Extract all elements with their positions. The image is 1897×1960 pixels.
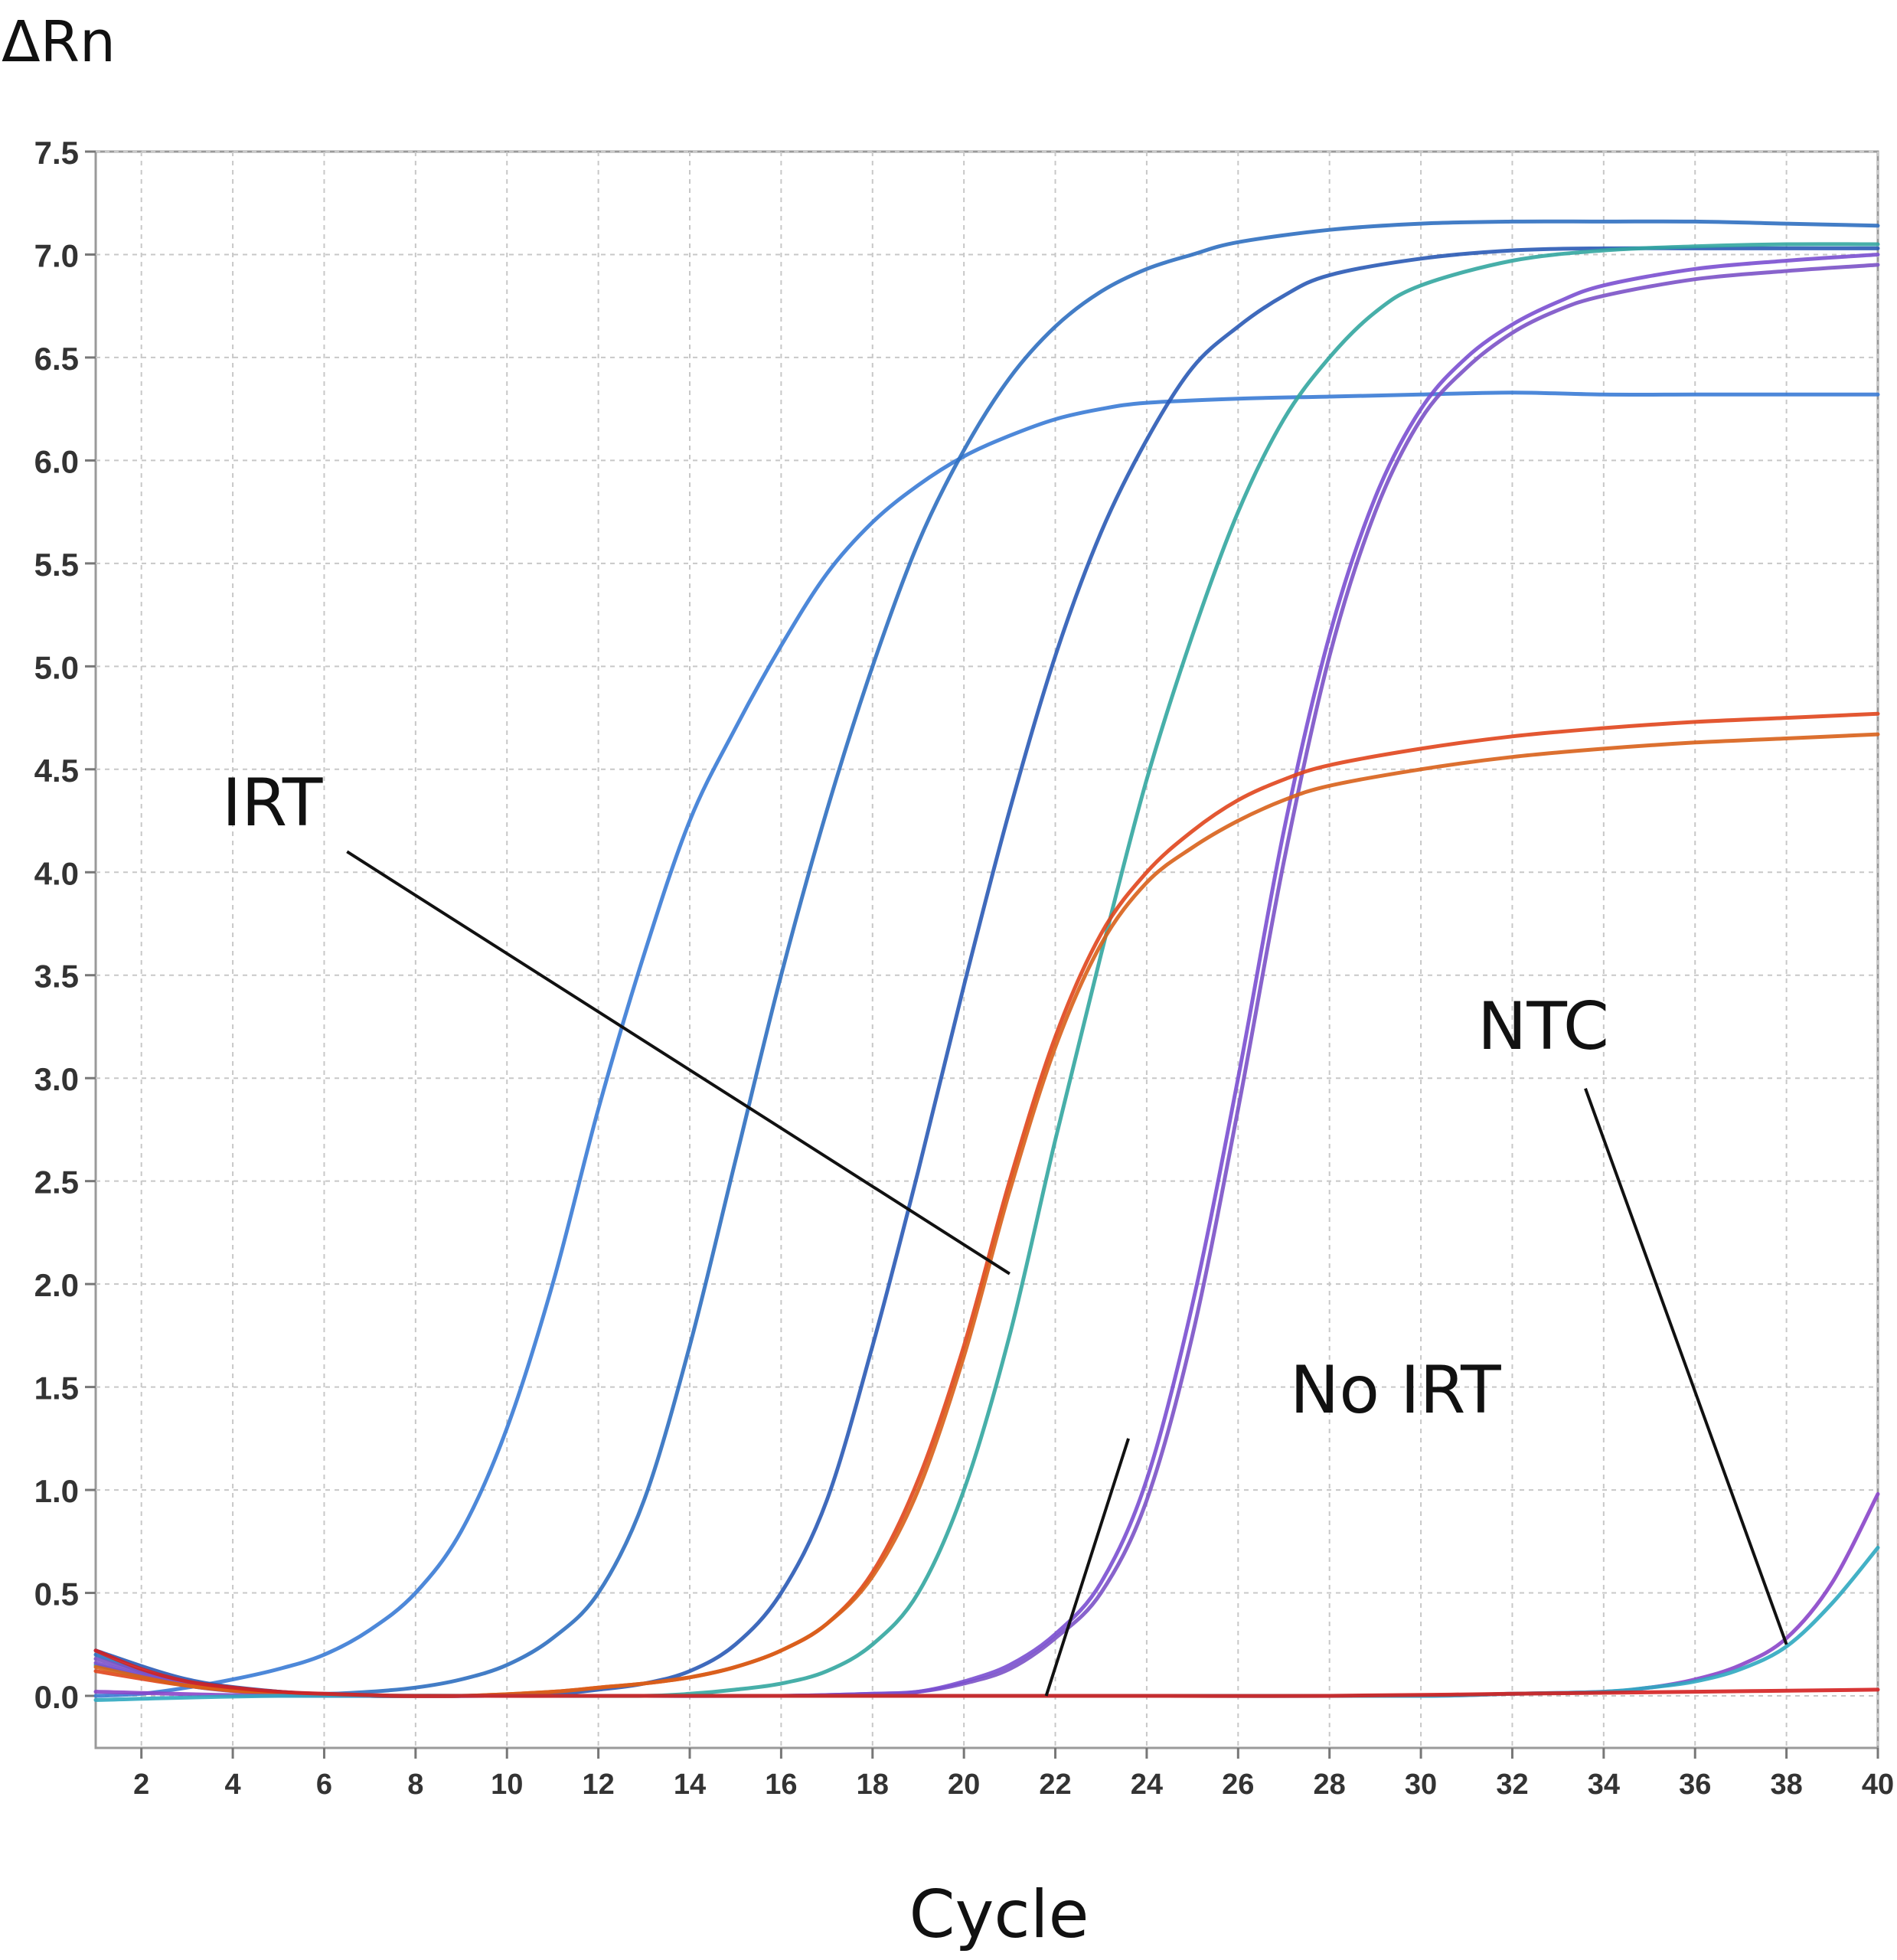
y-tick-label: 2.5 bbox=[34, 1165, 79, 1200]
series-line bbox=[93, 390, 1880, 1698]
y-tick-label: 7.0 bbox=[34, 237, 79, 273]
annotation-label: IRT bbox=[222, 765, 323, 841]
annotation-leader bbox=[1584, 1087, 1788, 1645]
annotation-leader bbox=[346, 850, 1011, 1276]
y-axis-label: ΔRn bbox=[2, 9, 116, 75]
series-line bbox=[93, 219, 1880, 1696]
x-axis-label: Cycle bbox=[909, 1877, 1089, 1953]
y-tick-label: 0.0 bbox=[34, 1679, 79, 1715]
y-tick-label: 3.0 bbox=[34, 1061, 79, 1097]
annotation-label: No IRT bbox=[1290, 1352, 1501, 1429]
x-tick-label: 16 bbox=[765, 1769, 797, 1801]
x-tick-label: 38 bbox=[1770, 1769, 1802, 1801]
y-tick-label: 4.5 bbox=[34, 753, 79, 789]
y-tick-label: 3.5 bbox=[34, 959, 79, 995]
x-tick-label: 22 bbox=[1039, 1769, 1071, 1801]
x-tick-label: 2 bbox=[133, 1769, 149, 1801]
x-tick-label: 12 bbox=[582, 1769, 614, 1801]
y-tick-label: 5.0 bbox=[34, 649, 79, 685]
y-tick-label: 5.5 bbox=[34, 547, 79, 583]
x-tick-label: 30 bbox=[1405, 1769, 1437, 1801]
x-tick-label: 20 bbox=[948, 1769, 980, 1801]
annotation-leader bbox=[1044, 1438, 1130, 1697]
y-tick-label: 0.5 bbox=[34, 1576, 79, 1612]
x-tick-label: 28 bbox=[1314, 1769, 1346, 1801]
series-line bbox=[93, 1648, 1880, 1698]
x-tick-label: 26 bbox=[1222, 1769, 1254, 1801]
x-tick-label: 4 bbox=[225, 1769, 241, 1801]
x-tick-label: 40 bbox=[1862, 1769, 1894, 1801]
annotation-label: NTC bbox=[1477, 988, 1609, 1065]
x-tick-label: 18 bbox=[857, 1769, 889, 1801]
y-tick-label: 4.0 bbox=[34, 855, 79, 891]
annotations: IRT No IRT NTC bbox=[222, 765, 1788, 1697]
y-tick-label: 6.5 bbox=[34, 341, 79, 377]
series-group bbox=[93, 219, 1880, 1702]
x-tick-label: 32 bbox=[1496, 1769, 1528, 1801]
x-tick-label: 10 bbox=[491, 1769, 523, 1801]
x-axis-ticks: 2 4 6 8 10 12 14 16 18 20 22 24 26 28 30 32 34 36 38 40 bbox=[133, 1748, 1894, 1801]
y-axis-ticks: 7.5 7.0 6.5 6.0 5.5 5.0 4.5 4.0 3.5 3.0 2.5 2.0 1.5 1… bbox=[34, 135, 96, 1715]
y-tick-label: 7.5 bbox=[34, 135, 79, 171]
y-tick-label: 1.0 bbox=[34, 1473, 79, 1509]
y-tick-label: 6.0 bbox=[34, 443, 79, 479]
y-tick-label: 1.5 bbox=[34, 1370, 79, 1406]
x-tick-label: 36 bbox=[1679, 1769, 1711, 1801]
y-tick-label: 2.0 bbox=[34, 1267, 79, 1303]
plot-area bbox=[94, 150, 1879, 1749]
x-tick-label: 14 bbox=[674, 1769, 706, 1801]
x-tick-label: 34 bbox=[1588, 1769, 1620, 1801]
x-tick-label: 24 bbox=[1131, 1769, 1163, 1801]
x-tick-label: 8 bbox=[407, 1769, 423, 1801]
x-tick-label: 6 bbox=[316, 1769, 332, 1801]
